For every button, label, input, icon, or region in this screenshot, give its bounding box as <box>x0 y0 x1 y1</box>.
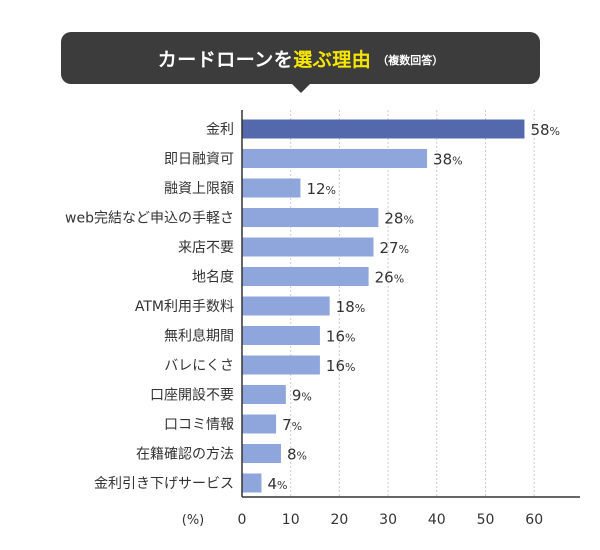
value-unit: % <box>550 125 560 138</box>
bar <box>242 237 374 257</box>
category-label: 無利息期間 <box>164 328 234 345</box>
chart-title: カードローンを <box>157 48 294 71</box>
category-label: 地名度 <box>192 270 234 286</box>
value-unit: % <box>301 391 311 404</box>
value-unit: % <box>326 184 336 197</box>
x-tick-label: 10 <box>282 512 300 528</box>
bar <box>242 414 277 434</box>
value-unit: % <box>399 243 409 256</box>
category-label: 融資上限額 <box>164 181 234 197</box>
bar <box>242 326 320 345</box>
category-label: 口コミ情報 <box>164 417 234 433</box>
value-label: 58% <box>530 121 560 139</box>
bar <box>242 385 286 404</box>
value-label: 26% <box>375 269 405 287</box>
bar <box>242 267 369 286</box>
value-label: 9% <box>292 387 312 405</box>
chart-title-banner: カードローンを 選ぶ理由 （複数回答） <box>61 32 540 84</box>
category-label: 即日融資可 <box>164 152 234 168</box>
value-label: 27% <box>379 239 409 257</box>
x-axis-unit: (%) <box>182 513 205 528</box>
chart-title-highlight: 選ぶ理由 <box>293 48 372 71</box>
bar <box>242 296 330 316</box>
value-unit: % <box>277 479 287 492</box>
value-label: 12% <box>306 180 336 198</box>
value-unit: % <box>297 450 307 463</box>
value-unit: % <box>292 420 302 433</box>
value-label: 16% <box>326 328 356 346</box>
category-label: 口座開設不要 <box>150 388 234 404</box>
bar <box>242 178 301 198</box>
banner-pointer <box>291 83 311 93</box>
value-label: 16% <box>326 357 356 375</box>
category-label: 在籍確認の方法 <box>136 446 234 463</box>
x-tick-label: 0 <box>238 512 247 528</box>
x-tick-label: 40 <box>428 512 446 528</box>
bar <box>242 208 379 227</box>
x-tick-label: 30 <box>379 512 397 528</box>
value-label: 38% <box>433 151 463 169</box>
value-unit: % <box>394 273 404 286</box>
category-label: 来店不要 <box>178 240 234 256</box>
bar <box>242 473 262 493</box>
value-label: 28% <box>384 210 414 228</box>
x-tick-label: 20 <box>330 512 348 528</box>
bar <box>242 355 320 375</box>
bar <box>242 149 428 168</box>
value-label: 18% <box>336 298 366 316</box>
value-label: 7% <box>282 416 302 434</box>
value-unit: % <box>355 302 365 315</box>
x-tick-label: 60 <box>525 512 543 528</box>
value-unit: % <box>345 361 355 374</box>
category-label: バレにくさ <box>164 358 234 374</box>
category-label: web完結など申込の手軽さ <box>65 211 234 227</box>
category-label: ATM利用手数料 <box>135 299 234 315</box>
value-label: 4% <box>267 475 287 493</box>
bar <box>242 119 525 139</box>
value-unit: % <box>403 214 413 227</box>
value-unit: % <box>452 155 462 168</box>
value-unit: % <box>345 332 355 345</box>
category-label: 金利引き下げサービス <box>94 476 234 492</box>
value-label: 8% <box>287 446 307 464</box>
category-label: 金利 <box>206 122 234 138</box>
chart-title-note: （複数回答） <box>377 54 444 67</box>
x-tick-label: 50 <box>477 512 495 528</box>
bar <box>242 444 281 463</box>
